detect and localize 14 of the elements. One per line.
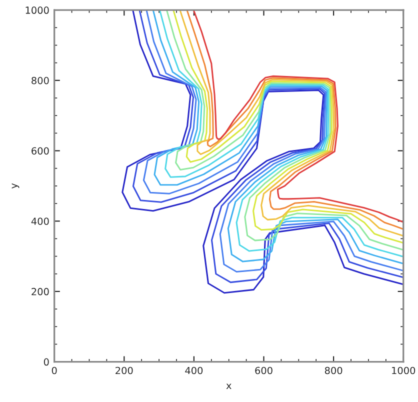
y-tick-label: 0: [44, 358, 49, 366]
x-tick-label: 200: [116, 366, 133, 374]
x-tick-label: 0: [52, 366, 57, 374]
y-tick-label: 800: [32, 76, 49, 84]
x-tick-label: 1000: [392, 366, 416, 374]
x-tick-label: 600: [255, 366, 272, 374]
y-tick-label: 1000: [26, 6, 49, 14]
y-tick-label: 200: [32, 288, 49, 296]
y-tick-label: 400: [31, 218, 49, 225]
y-tick-label: 600: [32, 147, 49, 155]
x-axis-title: x: [226, 384, 232, 390]
x-tick-label: 800: [324, 366, 342, 374]
x-tick-label: 400: [185, 366, 203, 374]
y-axis-title: y: [12, 183, 20, 189]
